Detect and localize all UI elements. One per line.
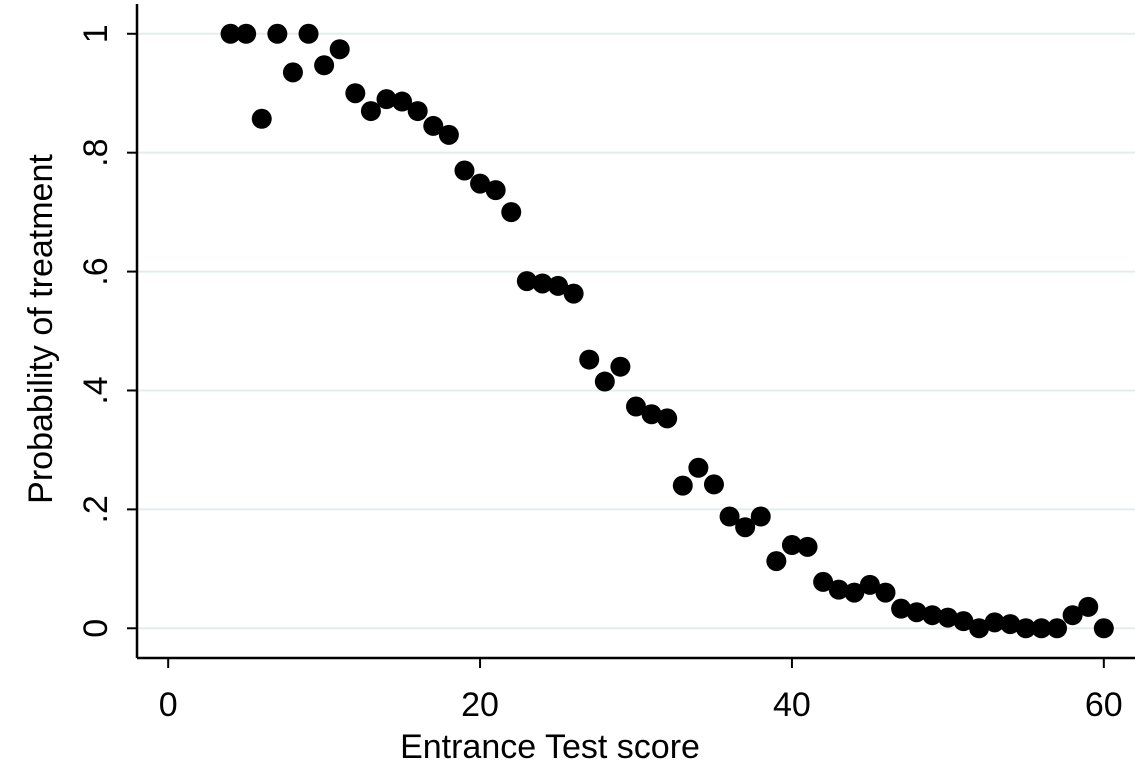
y-axis-title: Probability of treatment — [22, 154, 60, 504]
data-point — [532, 273, 553, 294]
x-axis-ticks: 0 20 40 60 — [159, 658, 1123, 724]
y-tick-label: .4 — [77, 376, 115, 404]
data-point — [563, 283, 584, 304]
x-tick-label: 40 — [773, 686, 811, 724]
data-point — [797, 536, 818, 557]
data-point — [719, 506, 740, 527]
data-point — [314, 55, 335, 76]
data-point — [1031, 618, 1052, 639]
data-point — [407, 101, 428, 122]
data-point — [672, 475, 693, 496]
data-point — [828, 579, 849, 600]
data-point — [1078, 596, 1099, 617]
x-axis-title: Entrance Test score — [400, 728, 700, 766]
y-tick-label: .8 — [77, 138, 115, 166]
data-point — [703, 474, 724, 495]
data-point — [1000, 614, 1021, 635]
data-point — [345, 83, 366, 104]
data-point — [267, 23, 288, 44]
x-tick-label: 0 — [159, 686, 178, 724]
gridlines — [137, 32, 1135, 630]
y-axis-ticks: 0 .2 .4 .6 .8 1 — [77, 24, 137, 638]
data-point — [1093, 618, 1114, 639]
data-point — [984, 612, 1005, 633]
y-tick-label: 1 — [77, 24, 115, 43]
data-point — [688, 457, 709, 478]
data-point — [750, 506, 771, 527]
data-point — [579, 349, 600, 370]
data-point — [891, 598, 912, 619]
x-tick-label: 20 — [461, 686, 499, 724]
data-point — [766, 551, 787, 572]
data-point — [329, 39, 350, 60]
y-tick-label: .2 — [77, 495, 115, 523]
y-tick-label: .6 — [77, 257, 115, 285]
data-point — [485, 180, 506, 201]
data-point — [501, 202, 522, 223]
data-point — [641, 404, 662, 425]
data-point — [282, 62, 303, 83]
data-point — [875, 582, 896, 603]
data-point — [953, 611, 974, 632]
data-point — [859, 574, 880, 595]
x-tick-label: 60 — [1085, 686, 1123, 724]
data-point — [470, 173, 491, 194]
data-point — [548, 275, 569, 296]
data-point — [454, 160, 475, 181]
data-point — [298, 23, 319, 44]
y-tick-label: 0 — [77, 619, 115, 638]
data-point — [969, 618, 990, 639]
data-point — [516, 271, 537, 292]
data-point — [844, 582, 865, 603]
data-point — [735, 517, 756, 538]
data-point — [360, 101, 381, 122]
data-point — [376, 89, 397, 110]
data-point — [922, 605, 943, 626]
data-point — [781, 535, 802, 556]
data-point — [251, 108, 272, 129]
data-point — [1062, 605, 1083, 626]
data-point — [657, 408, 678, 429]
data-point — [610, 356, 631, 377]
data-point — [220, 23, 241, 44]
data-point — [392, 91, 413, 112]
data-point — [937, 607, 958, 628]
data-point — [423, 115, 444, 136]
data-point — [813, 571, 834, 592]
data-point — [1047, 618, 1068, 639]
data-point — [438, 124, 459, 145]
data-point — [1015, 618, 1036, 639]
data-points — [220, 23, 1114, 639]
data-point — [594, 371, 615, 392]
data-point — [626, 396, 646, 417]
data-point — [236, 23, 257, 44]
data-point — [906, 602, 927, 623]
